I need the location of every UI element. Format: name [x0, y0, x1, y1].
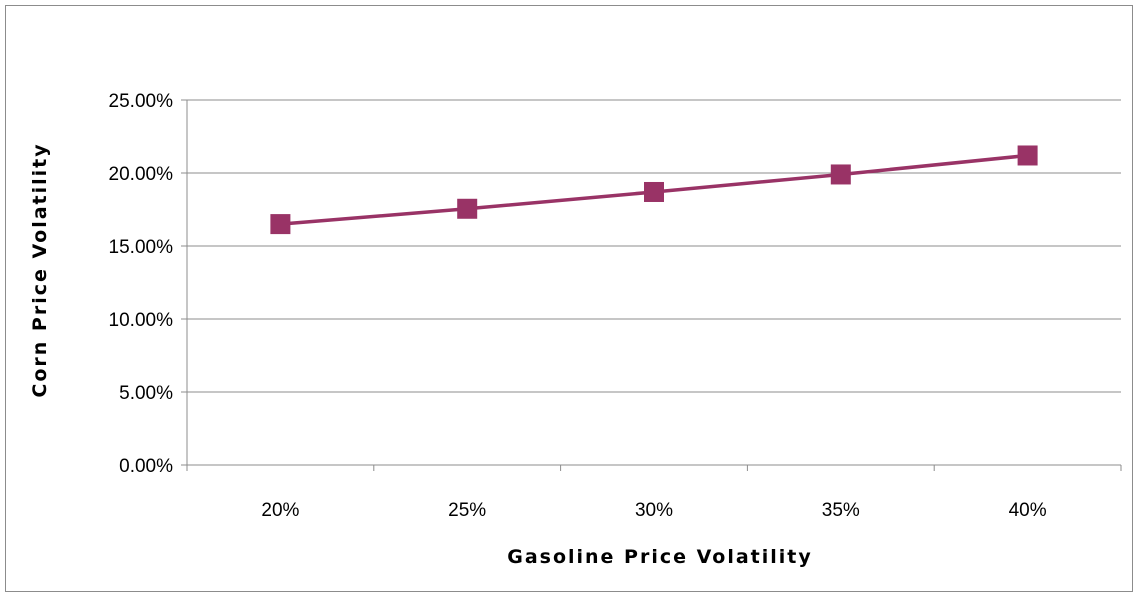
- y-tick-label: 0.00%: [119, 456, 173, 477]
- x-tick-label: 35%: [822, 500, 860, 521]
- x-tick-labels: 20% 25% 30% 35% 40%: [261, 500, 1046, 521]
- x-axis-title: Gasoline Price Volatility: [507, 546, 813, 568]
- y-tick-labels: 0.00% 5.00% 10.00% 15.00% 20.00% 25.00%: [109, 91, 174, 477]
- x-tick-label: 25%: [448, 500, 486, 521]
- chart-frame: [5, 5, 1133, 592]
- y-tick-label: 5.00%: [119, 383, 173, 404]
- y-tick-label: 15.00%: [109, 237, 174, 258]
- y-tick-label: 25.00%: [109, 91, 174, 112]
- y-axis-title: Corn Price Volatility: [29, 142, 51, 397]
- y-tick-label: 20.00%: [109, 164, 174, 185]
- gridlines: [187, 99, 1121, 393]
- x-tick-label: 30%: [635, 500, 673, 521]
- y-tick-label: 10.00%: [109, 310, 174, 331]
- data-point-marker: [457, 198, 478, 219]
- series: [270, 145, 1038, 235]
- x-tick-label: 20%: [261, 500, 299, 521]
- x-tick-label: 40%: [1009, 500, 1047, 521]
- data-point-marker: [644, 181, 664, 202]
- data-point-marker: [1017, 145, 1038, 166]
- axes: [181, 99, 1122, 471]
- data-point-marker: [270, 214, 291, 235]
- data-point-marker: [830, 164, 851, 185]
